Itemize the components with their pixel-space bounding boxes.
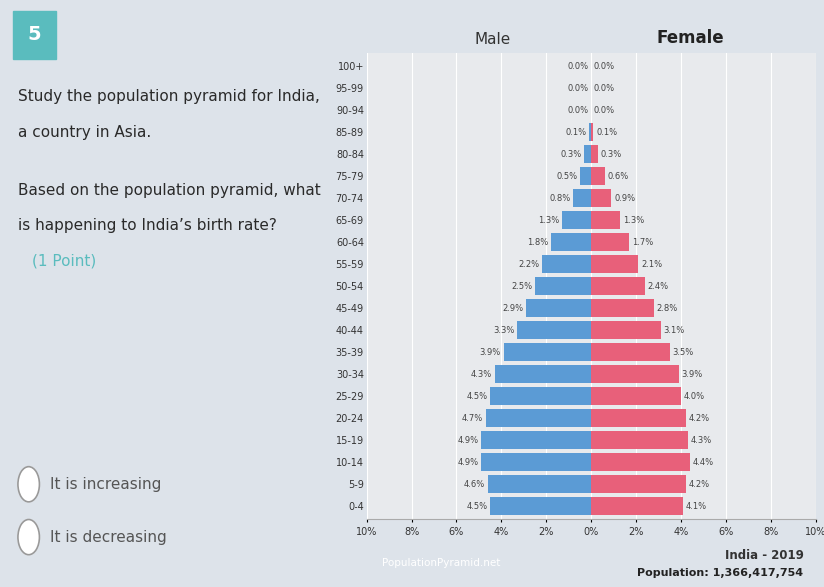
Bar <box>591 277 645 295</box>
Bar <box>503 343 591 361</box>
Bar <box>591 475 686 493</box>
Bar <box>591 167 605 185</box>
Text: 1.7%: 1.7% <box>632 238 653 247</box>
Text: It is increasing: It is increasing <box>50 477 162 492</box>
Text: Female: Female <box>656 29 723 47</box>
Text: 2.9%: 2.9% <box>503 303 523 313</box>
Bar <box>542 255 591 273</box>
Text: 1.3%: 1.3% <box>623 215 644 225</box>
Text: 0.0%: 0.0% <box>594 106 615 114</box>
Text: 0.0%: 0.0% <box>568 83 588 93</box>
Bar <box>550 233 591 251</box>
FancyBboxPatch shape <box>12 11 55 59</box>
Text: 3.1%: 3.1% <box>663 326 685 335</box>
Text: Population: 1,366,417,754: Population: 1,366,417,754 <box>637 568 803 578</box>
Text: It is decreasing: It is decreasing <box>50 529 167 545</box>
Text: 4.5%: 4.5% <box>466 392 488 401</box>
Text: 0.0%: 0.0% <box>594 83 615 93</box>
Circle shape <box>18 519 40 555</box>
Bar <box>591 123 593 141</box>
Text: 1.8%: 1.8% <box>527 238 548 247</box>
Text: 4.1%: 4.1% <box>686 502 707 511</box>
Text: 4.6%: 4.6% <box>464 480 485 489</box>
Text: 3.5%: 3.5% <box>672 348 694 357</box>
Bar <box>488 475 591 493</box>
Text: 4.4%: 4.4% <box>693 458 714 467</box>
Text: a country in Asia.: a country in Asia. <box>18 124 151 140</box>
Text: (1 Point): (1 Point) <box>32 254 96 269</box>
Bar <box>517 321 591 339</box>
Bar <box>589 123 591 141</box>
Text: 0.3%: 0.3% <box>601 150 622 158</box>
Text: 4.2%: 4.2% <box>688 480 709 489</box>
Text: 5: 5 <box>27 25 41 44</box>
Text: 0.3%: 0.3% <box>560 150 582 158</box>
Text: PopulationPyramid.net: PopulationPyramid.net <box>382 558 500 568</box>
Text: 2.5%: 2.5% <box>511 282 532 291</box>
Bar <box>591 321 661 339</box>
Bar <box>481 431 591 449</box>
Text: 2.8%: 2.8% <box>657 303 678 313</box>
Bar <box>574 189 591 207</box>
Bar <box>485 409 591 427</box>
Text: 0.1%: 0.1% <box>596 127 617 137</box>
Bar <box>591 453 690 471</box>
Bar <box>591 189 611 207</box>
Text: 0.9%: 0.9% <box>614 194 635 203</box>
Bar <box>591 365 679 383</box>
Bar <box>591 255 639 273</box>
Bar <box>591 145 598 163</box>
Bar <box>584 145 591 163</box>
Text: Based on the population pyramid, what: Based on the population pyramid, what <box>18 183 321 198</box>
Text: 4.9%: 4.9% <box>457 458 479 467</box>
Text: is happening to India’s birth rate?: is happening to India’s birth rate? <box>18 218 277 234</box>
Bar <box>580 167 591 185</box>
Bar <box>535 277 591 295</box>
Text: 3.3%: 3.3% <box>493 326 514 335</box>
Bar <box>591 387 681 405</box>
Text: 0.6%: 0.6% <box>607 171 629 181</box>
Text: 0.0%: 0.0% <box>568 106 588 114</box>
Bar <box>562 211 591 229</box>
Bar <box>490 387 591 405</box>
Text: 4.0%: 4.0% <box>684 392 705 401</box>
Text: Study the population pyramid for India,: Study the population pyramid for India, <box>18 89 320 104</box>
Text: 0.0%: 0.0% <box>568 62 588 70</box>
Bar <box>526 299 591 317</box>
Bar <box>591 431 688 449</box>
Text: 4.9%: 4.9% <box>457 436 479 445</box>
Text: 0.8%: 0.8% <box>550 194 570 203</box>
Text: Male: Male <box>475 32 511 47</box>
Text: 2.4%: 2.4% <box>648 282 669 291</box>
Text: 2.2%: 2.2% <box>518 259 539 269</box>
Circle shape <box>18 467 40 502</box>
Text: 4.5%: 4.5% <box>466 502 488 511</box>
Text: 3.9%: 3.9% <box>681 370 703 379</box>
Text: 4.3%: 4.3% <box>691 436 712 445</box>
Bar <box>591 409 686 427</box>
Text: 4.7%: 4.7% <box>461 414 483 423</box>
Text: 0.0%: 0.0% <box>594 62 615 70</box>
Bar <box>591 497 683 515</box>
Text: 1.3%: 1.3% <box>538 215 559 225</box>
Bar <box>490 497 591 515</box>
Text: 3.9%: 3.9% <box>480 348 501 357</box>
Text: 2.1%: 2.1% <box>641 259 662 269</box>
Bar <box>591 233 630 251</box>
Bar <box>481 453 591 471</box>
Text: India - 2019: India - 2019 <box>724 549 803 562</box>
Bar <box>591 211 620 229</box>
Bar <box>494 365 591 383</box>
Bar <box>591 343 670 361</box>
Text: 4.2%: 4.2% <box>688 414 709 423</box>
Bar <box>591 299 654 317</box>
Text: 0.5%: 0.5% <box>556 171 578 181</box>
Text: 0.1%: 0.1% <box>565 127 587 137</box>
Text: 4.3%: 4.3% <box>471 370 492 379</box>
